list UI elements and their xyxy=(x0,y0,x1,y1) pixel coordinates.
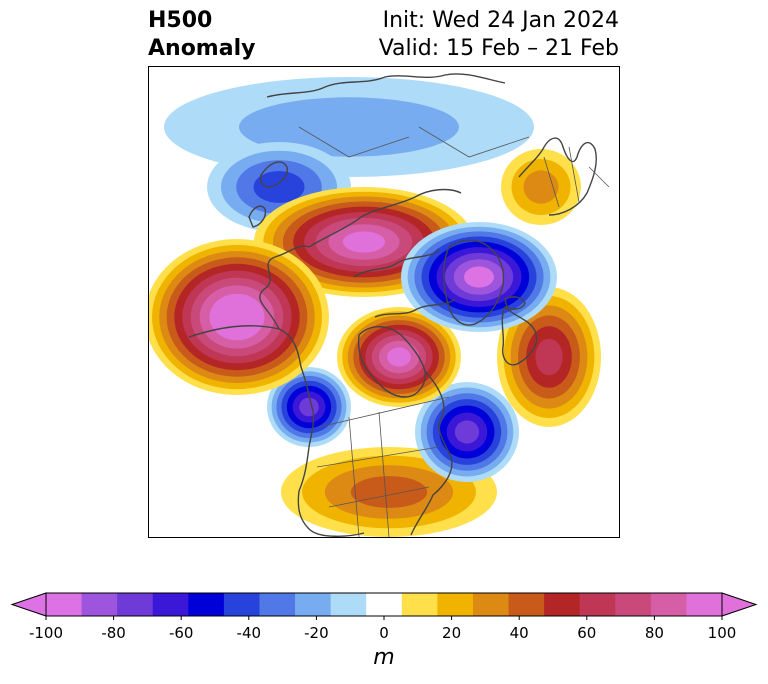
contour-band xyxy=(464,266,494,288)
contour-band xyxy=(220,303,254,331)
anomaly-atlantic-ridge xyxy=(497,287,601,427)
anomaly-us-ridge xyxy=(281,447,497,537)
colorbar-swatch xyxy=(544,593,581,616)
colorbar-tick-label: 80 xyxy=(644,624,664,642)
colorbar-swatch xyxy=(579,593,616,616)
colorbar xyxy=(10,592,758,620)
anomaly-field-layer xyxy=(149,77,601,537)
map-panel xyxy=(148,66,620,538)
colorbar-tick-label: 60 xyxy=(577,624,597,642)
contour-band xyxy=(342,231,386,253)
colorbar-swatch xyxy=(295,593,332,616)
colorbar-swatch xyxy=(152,593,189,616)
time-info: Init: Wed 24 Jan 2024 Valid: 15 Feb – 21… xyxy=(379,7,619,63)
colorbar-tick-label: 20 xyxy=(442,624,462,642)
colorbar-tick-label: -100 xyxy=(28,624,64,642)
colorbar-tick-label: -40 xyxy=(236,624,262,642)
anomaly-europe-trough xyxy=(401,222,557,332)
contour-band xyxy=(454,420,480,444)
borders-layer xyxy=(298,126,610,537)
contour-band xyxy=(350,476,428,508)
coastlines-layer xyxy=(188,73,597,537)
colorbar-swatch xyxy=(46,593,83,616)
anomaly-scandinavia-ridge xyxy=(501,149,581,225)
anomaly-pacific-ridge xyxy=(149,239,329,395)
colorbar-swatch xyxy=(223,593,260,616)
init-label: Init: Wed 24 Jan 2024 xyxy=(382,8,619,33)
colorbar-swatch xyxy=(259,593,296,616)
colorbar-tick-label: -60 xyxy=(168,624,194,642)
chart-title: H500 Anomaly xyxy=(148,7,255,63)
colorbar-swatch xyxy=(366,593,403,616)
contour-band xyxy=(535,338,563,376)
colorbar-swatch xyxy=(117,593,154,616)
colorbar-tick-label: -20 xyxy=(304,624,329,642)
contour-band xyxy=(239,97,459,157)
valid-label: Valid: 15 Feb – 21 Feb xyxy=(378,36,619,61)
colorbar-swatch xyxy=(401,593,438,616)
contour-band xyxy=(253,171,305,203)
colorbar-under-arrow xyxy=(10,592,47,617)
colorbar-swatch xyxy=(330,593,367,616)
contour-band xyxy=(387,347,411,367)
colorbar-swatch xyxy=(615,593,652,616)
variable-label: H500 xyxy=(148,8,213,33)
colorbar-swatch xyxy=(81,593,118,616)
anomaly-east-us-trough xyxy=(415,382,519,482)
colorbar-unit-label: m xyxy=(373,645,395,670)
colorbar-tick-label: 40 xyxy=(509,624,529,642)
colorbar-tick-label: 100 xyxy=(707,624,737,642)
anomaly-label: Anomaly xyxy=(148,36,256,61)
anomaly-map xyxy=(149,73,610,537)
colorbar-swatch xyxy=(437,593,474,616)
colorbar-over-arrow xyxy=(721,592,758,617)
colorbar-swatch xyxy=(650,593,687,616)
contour-band xyxy=(299,397,319,417)
contour-band xyxy=(523,170,559,204)
colorbar-tick-label: 0 xyxy=(379,624,389,642)
colorbar-swatch xyxy=(686,593,723,616)
colorbar-tick-label: -80 xyxy=(101,624,126,642)
colorbar-swatch xyxy=(188,593,225,616)
colorbar-swatch xyxy=(472,593,510,616)
colorbar-swatch xyxy=(508,593,545,616)
